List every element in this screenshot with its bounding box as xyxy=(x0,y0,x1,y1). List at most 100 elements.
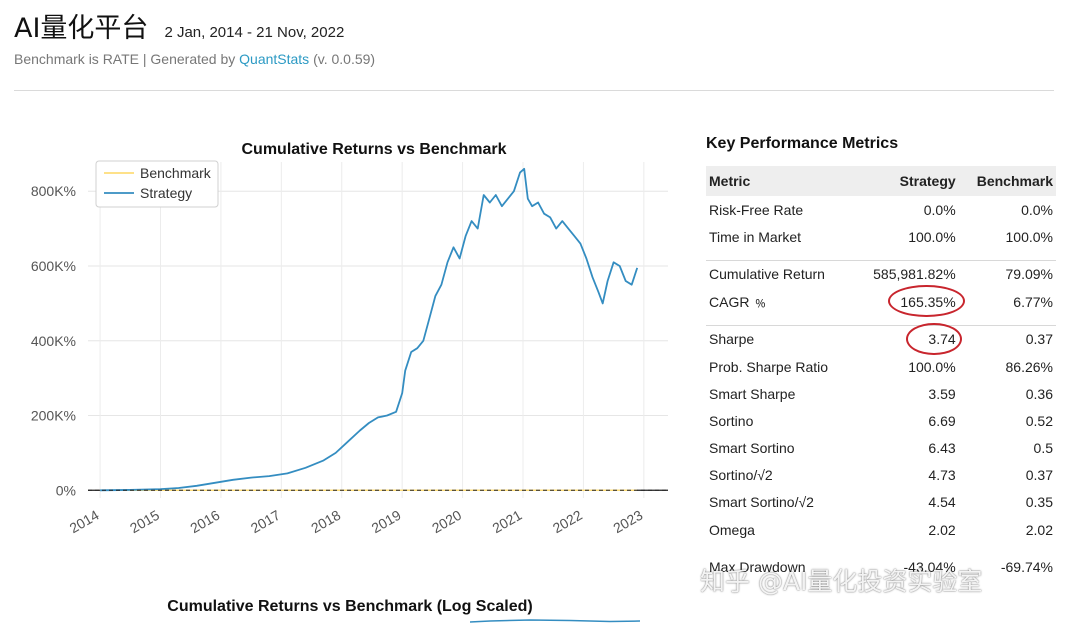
cagr-highlight: 165.35% xyxy=(888,284,965,317)
x-tick-label: 2018 xyxy=(308,507,343,537)
y-tick-label: 0% xyxy=(56,482,76,498)
sharpe-strategy-value: 3.74 xyxy=(928,331,956,348)
header-divider xyxy=(14,90,1054,91)
benchmark-value: 100.0% xyxy=(1005,228,1053,245)
metric-label: Sortino/√2 xyxy=(709,467,773,484)
row-gap xyxy=(706,315,1056,325)
benchmark-value: -69.74% xyxy=(1000,558,1053,575)
x-tick-label: 2021 xyxy=(490,507,525,537)
row-gap xyxy=(706,543,1056,553)
strategy-value: 2.02 xyxy=(928,521,956,538)
benchmark-legend-label: Benchmark xyxy=(140,165,212,181)
table-row: Smart Sortino 6.43 0.5 xyxy=(706,435,1056,462)
strategy-value: 100.0% xyxy=(908,228,956,245)
subtitle-prefix: Benchmark is RATE | Generated by xyxy=(14,51,240,67)
metric-label: Smart Sharpe xyxy=(709,385,796,402)
report-subtitle: Benchmark is RATE | Generated by QuantSt… xyxy=(14,51,375,67)
table-row: Smart Sharpe 3.59 0.36 xyxy=(706,380,1056,407)
date-range: 2 Jan, 2014 - 21 Nov, 2022 xyxy=(164,24,345,41)
benchmark-value: 6.77% xyxy=(1013,293,1053,310)
benchmark-value: 0.35 xyxy=(1025,494,1053,511)
table-row: Cumulative Return 585,981.82% 79.09% xyxy=(706,261,1056,288)
x-tick-label: 2022 xyxy=(550,507,585,537)
log-chart-title: Cumulative Returns vs Benchmark (Log Sca… xyxy=(167,598,533,615)
page-title: AI量化平台 xyxy=(14,13,149,44)
x-tick-label: 2014 xyxy=(67,507,102,537)
cumulative-returns-chart: Cumulative Returns vs Benchmark 0% 200K% 40… xyxy=(31,141,668,537)
benchmark-value: 0.5 xyxy=(1033,440,1053,457)
strategy-value: 0.0% xyxy=(923,201,956,218)
benchmark-value: 0.0% xyxy=(1021,201,1053,218)
benchmark-value: 0.52 xyxy=(1025,412,1053,429)
watermark: 知乎 @AI量化投资实验室 xyxy=(700,567,983,596)
y-tick-label: 400K% xyxy=(31,333,76,349)
y-tick-label: 800K% xyxy=(31,183,76,199)
y-tick-label: 200K% xyxy=(31,408,76,424)
x-tick-label: 2016 xyxy=(187,507,222,537)
metric-label: Smart Sortino xyxy=(709,440,795,457)
sharpe-highlight: 3.74 xyxy=(906,323,962,356)
strategy-series-line xyxy=(100,167,639,492)
table-row: Time in Market 100.0% 100.0% xyxy=(706,223,1056,250)
strategy-value: 4.73 xyxy=(928,467,956,484)
metric-label: Omega xyxy=(709,521,755,538)
table-row: Smart Sortino/√2 4.54 0.35 xyxy=(706,489,1056,516)
benchmark-value: 0.37 xyxy=(1025,467,1053,484)
strategy-value: 6.69 xyxy=(928,412,956,429)
metrics-title: Key Performance Metrics xyxy=(706,135,899,152)
metric-label: Sharpe xyxy=(709,331,755,348)
x-tick-label: 2023 xyxy=(610,507,645,537)
benchmark-value: 86.26% xyxy=(1005,358,1053,375)
metric-label: CAGR ﹪ xyxy=(709,293,768,310)
strategy-value: 3.74 xyxy=(854,323,962,356)
strategy-column-header: Strategy xyxy=(853,166,959,196)
x-tick-label: 2015 xyxy=(127,507,162,537)
metric-column-header: Metric xyxy=(706,166,854,196)
strategy-value: 4.54 xyxy=(928,494,956,511)
key-performance-metrics: Key Performance Metrics Metric Strategy … xyxy=(706,135,1056,580)
x-tick-label: 2019 xyxy=(369,507,404,537)
strategy-value: 100.0% xyxy=(908,358,956,375)
quantstats-link[interactable]: QuantStats xyxy=(239,51,310,67)
row-divider xyxy=(706,260,1056,261)
benchmark-value: 2.02 xyxy=(1025,521,1053,538)
strategy-value: 165.35% xyxy=(854,284,965,317)
strategy-value: -43.04% xyxy=(903,558,956,575)
strategy-value: 3.59 xyxy=(928,385,956,402)
report-header: AI量化平台 2 Jan, 2014 - 21 Nov, 2022 Benchm… xyxy=(14,6,375,67)
x-tick-label: 2020 xyxy=(429,507,464,537)
table-row: Sharpe 3.74 0.37 xyxy=(706,323,1056,356)
table-row: CAGR ﹪ 165.35% 6.77% xyxy=(706,284,1056,317)
benchmark-value: 0.36 xyxy=(1025,385,1053,402)
log-chart-strategy-line xyxy=(470,619,640,623)
table-row: Sortino 6.69 0.52 xyxy=(706,407,1056,434)
metric-label: Prob. Sharpe Ratio xyxy=(709,358,829,375)
x-tick-label: 2017 xyxy=(248,507,283,537)
benchmark-value: 79.09% xyxy=(1005,266,1053,283)
benchmark-value: 0.37 xyxy=(1025,331,1053,348)
row-divider xyxy=(706,325,1056,326)
metric-label: Risk-Free Rate xyxy=(709,201,804,218)
benchmark-column-header: Benchmark xyxy=(958,166,1056,196)
metric-label: Time in Market xyxy=(709,228,802,245)
metric-label: Smart Sortino/√2 xyxy=(709,494,814,511)
table-row: Prob. Sharpe Ratio 100.0% 86.26% xyxy=(706,353,1056,380)
metric-label: Cumulative Return xyxy=(709,266,825,283)
title-row: AI量化平台 2 Jan, 2014 - 21 Nov, 2022 xyxy=(14,6,375,45)
cagr-strategy-value: 165.35% xyxy=(900,293,956,310)
table-row: Max Drawdown -43.04% -69.74% xyxy=(706,553,1056,580)
metrics-header-row: Metric Strategy Benchmark xyxy=(706,166,1056,196)
metric-label: Sortino xyxy=(709,412,754,429)
table-row: Omega 2.02 2.02 xyxy=(706,516,1056,543)
y-tick-label: 600K% xyxy=(31,258,76,274)
subtitle-suffix: (v. 0.0.59) xyxy=(309,51,376,67)
strategy-value: 585,981.82% xyxy=(873,266,956,283)
row-gap xyxy=(706,250,1056,260)
chart-title: Cumulative Returns vs Benchmark xyxy=(242,141,507,158)
table-row: Risk-Free Rate 0.0% 0.0% xyxy=(706,196,1056,223)
strategy-value: 6.43 xyxy=(928,440,956,457)
table-row: Sortino/√2 4.73 0.37 xyxy=(706,462,1056,489)
metric-label: Max Drawdown xyxy=(709,558,806,575)
metrics-table: Metric Strategy Benchmark Risk-Free Rate… xyxy=(706,166,1056,580)
strategy-legend-label: Strategy xyxy=(140,185,192,201)
